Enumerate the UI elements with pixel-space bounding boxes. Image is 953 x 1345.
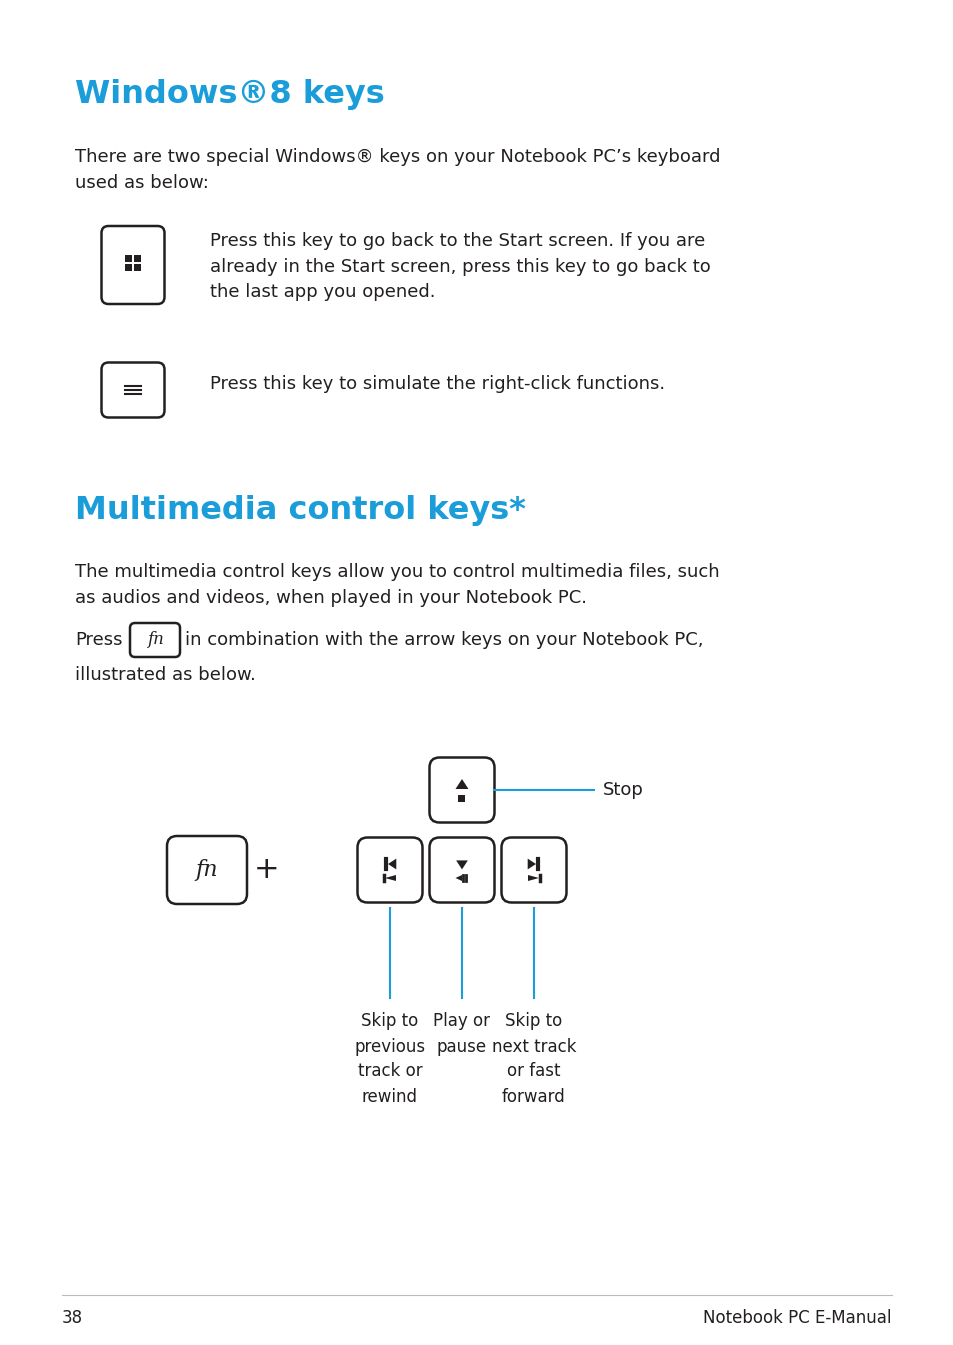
Text: Notebook PC E-Manual: Notebook PC E-Manual [702, 1309, 891, 1328]
FancyBboxPatch shape [130, 623, 180, 656]
Polygon shape [527, 876, 538, 881]
FancyBboxPatch shape [101, 226, 164, 304]
Text: Multimedia control keys*: Multimedia control keys* [75, 495, 525, 526]
Text: The multimedia control keys allow you to control multimedia files, such
as audio: The multimedia control keys allow you to… [75, 564, 719, 607]
FancyBboxPatch shape [501, 838, 566, 902]
Bar [125, 264, 132, 270]
Polygon shape [388, 858, 395, 869]
Text: illustrated as below.: illustrated as below. [75, 666, 255, 685]
Polygon shape [385, 876, 395, 881]
Text: Stop: Stop [602, 781, 642, 799]
Text: fn: fn [195, 859, 218, 881]
Text: Play or
pause: Play or pause [433, 1013, 490, 1056]
Text: Skip to
previous
track or
rewind: Skip to previous track or rewind [355, 1013, 425, 1106]
Text: Press: Press [75, 631, 122, 650]
Text: 38: 38 [62, 1309, 83, 1328]
Polygon shape [456, 861, 467, 869]
Text: Windows®8 keys: Windows®8 keys [75, 79, 384, 110]
Bar [133, 256, 141, 262]
Text: Skip to
next track
or fast
forward: Skip to next track or fast forward [491, 1013, 576, 1106]
FancyBboxPatch shape [357, 838, 422, 902]
Text: There are two special Windows® keys on your Notebook PC’s keyboard
used as below: There are two special Windows® keys on y… [75, 148, 720, 192]
FancyBboxPatch shape [429, 757, 494, 823]
Bar [125, 256, 132, 262]
Polygon shape [527, 858, 536, 869]
FancyBboxPatch shape [429, 838, 494, 902]
FancyBboxPatch shape [167, 837, 247, 904]
Text: Press this key to simulate the right-click functions.: Press this key to simulate the right-cli… [210, 375, 664, 393]
Bar [458, 795, 465, 802]
Polygon shape [455, 779, 468, 790]
Text: Press this key to go back to the Start screen. If you are
already in the Start s: Press this key to go back to the Start s… [210, 231, 710, 301]
Text: in combination with the arrow keys on your Notebook PC,: in combination with the arrow keys on yo… [185, 631, 702, 650]
Bar [133, 264, 141, 270]
FancyBboxPatch shape [101, 363, 164, 417]
Text: fn: fn [147, 632, 163, 648]
Text: +: + [253, 855, 279, 885]
Polygon shape [455, 876, 461, 881]
